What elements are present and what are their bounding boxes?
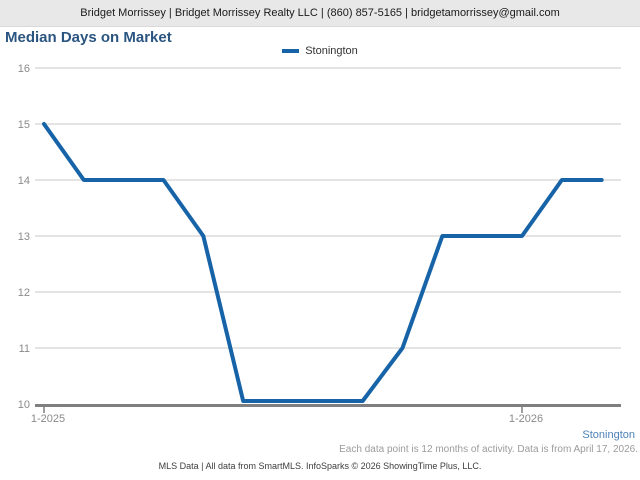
y-tick-label: 11 (19, 343, 30, 355)
y-tick-label: 12 (18, 287, 30, 299)
footer-series-label: Stonington (582, 429, 635, 441)
contact-header-text: Bridget Morrissey | Bridget Morrissey Re… (80, 7, 560, 19)
x-tick-label: 1-2025 (31, 413, 65, 425)
y-tick-label: 14 (18, 175, 30, 187)
footer-attribution: MLS Data | All data from SmartMLS. InfoS… (158, 461, 482, 471)
y-tick-label: 10 (18, 399, 30, 411)
legend-line-swatch (282, 49, 300, 53)
legend-label: Stonington (305, 45, 358, 57)
y-tick-label: 13 (18, 231, 30, 243)
contact-header-bar: Bridget Morrissey | Bridget Morrissey Re… (0, 0, 640, 27)
footer-note: Each data point is 12 months of activity… (339, 444, 638, 455)
chart-legend[interactable]: Stonington (0, 45, 640, 57)
y-tick-label: 15 (18, 119, 30, 131)
page-title: Median Days on Market (5, 29, 172, 46)
series-line[interactable] (42, 122, 604, 403)
y-tick-label: 16 (18, 63, 30, 75)
x-tick-label: 1-2026 (509, 413, 543, 425)
